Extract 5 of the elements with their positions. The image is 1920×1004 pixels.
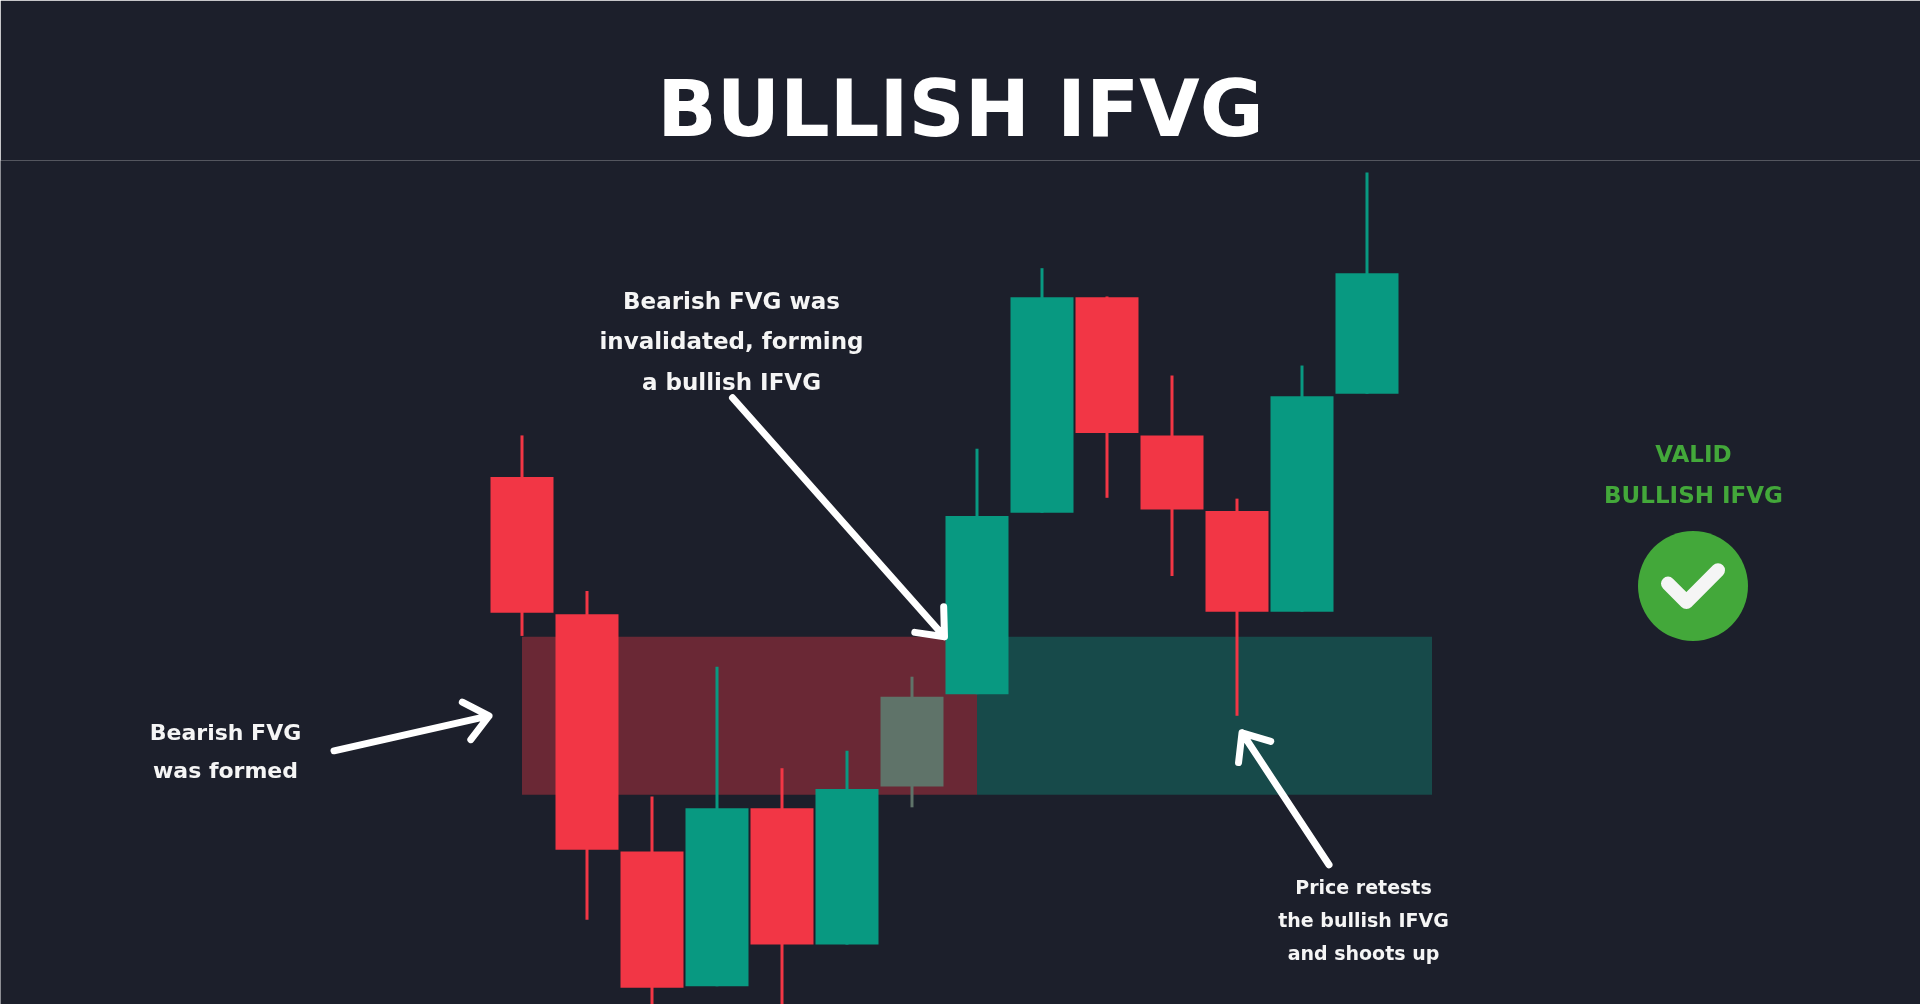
annotation: Price retests the bullish IFVG and shoots up [1278,875,1449,964]
text: VALID BULLISH IFVG [1604,441,1783,508]
annotation: Bearish FVG was invalidated, forming a bullish IFVG [599,288,864,395]
chart-title: BULLISH IFVG [657,63,1264,154]
text: Bearish FVG was formed [149,719,302,784]
